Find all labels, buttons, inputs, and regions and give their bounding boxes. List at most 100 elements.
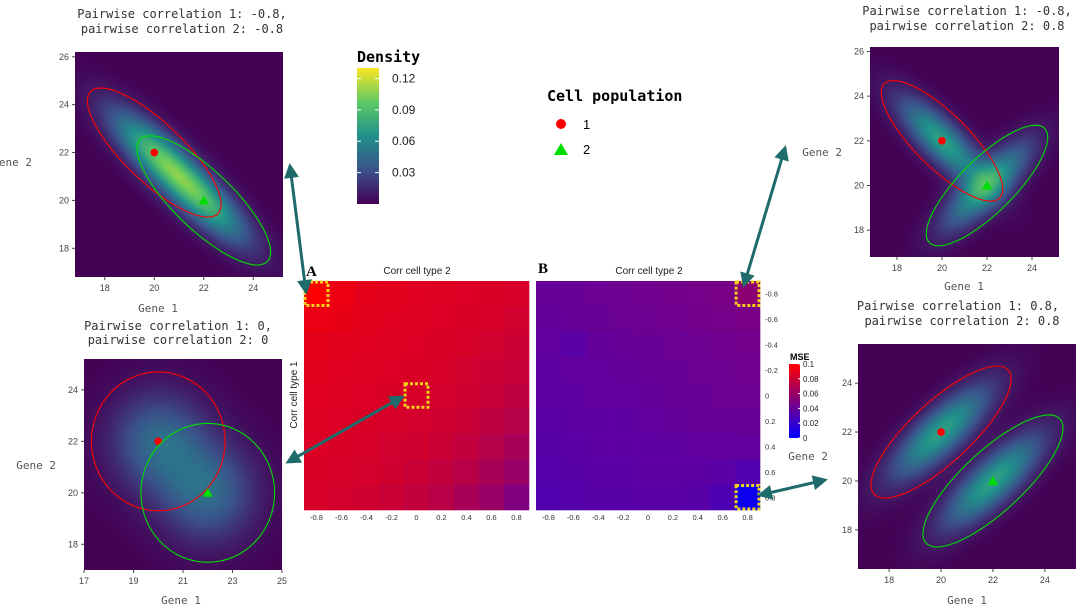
panel-title-line-2: pairwise correlation 2: 0: [88, 333, 269, 347]
heatmap-cell: [735, 331, 761, 358]
population-2-mean-point: [198, 195, 209, 205]
y-tick-label: 18: [68, 539, 78, 549]
y-tick-label: 0: [765, 392, 769, 401]
heatmap-cell: [735, 408, 761, 434]
heatmap-cell: [504, 357, 530, 384]
heatmap-cell: [454, 459, 480, 485]
density-legend-title: Density: [357, 48, 420, 66]
y-tick-label: 22: [854, 136, 864, 146]
heatmap-cell: [354, 281, 380, 307]
heatmap-a-x-ticks: -0.8 -0.6 -0.4 -0.2 0 0.2 0.4 0.6 0.8: [310, 513, 522, 522]
mse-tick-label: 0.1: [803, 360, 815, 369]
heatmap-cell: [560, 331, 587, 358]
heatmap-cell: [610, 382, 636, 409]
x-tick-label: 21: [178, 576, 188, 586]
panel-title-line-2: pairwise correlation 2: 0.8: [864, 314, 1059, 328]
heatmap-cell: [379, 408, 405, 434]
connector-arrows: [284, 145, 828, 500]
mse-legend-ticks: 0.1 0.08 0.06 0.04 0.02 0: [798, 360, 819, 443]
x-tick-label: 22: [199, 283, 209, 293]
heatmap-cell: [610, 459, 636, 485]
y-tick-label: 0.6: [765, 468, 775, 477]
heatmap-cell: [710, 357, 736, 384]
density-tick-label: 0.09: [392, 103, 416, 117]
heatmap-cell: [404, 484, 430, 511]
population-1-ellipse: [870, 365, 1012, 499]
x-tick-label: 0.8: [511, 513, 521, 522]
heatmap-cell: [354, 331, 380, 358]
population-legend-title: Cell population: [547, 87, 682, 105]
ellipses: [870, 365, 1064, 548]
heatmap-cell: [379, 306, 405, 333]
heatmap-cell: [660, 459, 686, 485]
density-panel-bottom-left: Pairwise correlation 1: 0, pairwise corr…: [16, 319, 287, 606]
heatmap-cell: [585, 306, 611, 333]
population-1-mean-point: [938, 137, 946, 145]
x-tick-label: 0.8: [742, 513, 752, 522]
y-tick-label: 20: [842, 476, 852, 486]
density-tick-label: 0.03: [392, 166, 416, 180]
ellipses: [86, 87, 272, 266]
heatmap-cell: [429, 484, 455, 511]
heatmap-cell: [504, 484, 530, 511]
population-2-mean-point: [982, 180, 992, 190]
x-axis-ticks: 18 20 22 24: [100, 277, 258, 293]
x-tick-label: -0.4: [360, 513, 373, 522]
y-axis-label: Gene 2: [16, 459, 56, 472]
y-tick-label: 20: [59, 195, 69, 205]
heatmap-cell: [536, 331, 562, 358]
heatmap-a-cells: [304, 281, 530, 511]
heatmap-cell: [329, 306, 355, 333]
x-tick-label: -0.2: [617, 513, 630, 522]
mse-tick-label: 0: [803, 434, 808, 443]
panel-label-a: A: [306, 264, 317, 280]
mse-colorbar: [789, 364, 800, 438]
ellipses: [880, 79, 1049, 247]
heatmap-cell: [635, 357, 661, 384]
heatmap-cell: [660, 281, 686, 307]
y-tick-label: 0.4: [765, 442, 775, 451]
heatmap-cell: [536, 306, 562, 333]
heatmap-cell: [329, 357, 355, 384]
population-2-ellipse: [922, 414, 1064, 548]
y-tick-label: 26: [854, 46, 864, 56]
population-2-ellipse: [140, 422, 276, 563]
population-1-marker: [556, 119, 566, 129]
heatmap-cell: [710, 382, 736, 409]
heatmap-cell: [454, 484, 480, 511]
heatmap-cell: [685, 382, 711, 409]
y-axis-ticks: 18 20 22 24: [842, 378, 858, 535]
y-tick-label: 20: [68, 488, 78, 498]
heatmap-cell: [429, 382, 455, 409]
heatmap-cell: [560, 408, 587, 434]
heatmap-cell: [454, 382, 480, 409]
heatmap-cell: [404, 331, 430, 358]
heatmap-cell: [735, 433, 761, 460]
heatmap-cell: [536, 459, 562, 485]
y-tick-label: 22: [59, 148, 69, 158]
mse-legend-title: MSE: [790, 352, 810, 362]
heatmap-cell: [635, 459, 661, 485]
y-tick-label: 22: [842, 427, 852, 437]
ellipses: [90, 371, 276, 563]
heatmap-cell: [504, 408, 530, 434]
highlight-cell: [734, 484, 761, 511]
x-tick-label: 19: [128, 576, 138, 586]
heatmap-cell: [685, 459, 711, 485]
heatmap-cell: [354, 433, 380, 460]
heatmap-cell: [735, 459, 761, 485]
heatmap-b-x-ticks: -0.8 -0.6 -0.4 -0.2 0 0.2 0.4 0.6 0.8: [542, 513, 753, 522]
heatmap-cell: [479, 459, 505, 485]
y-tick-label: 24: [854, 91, 864, 101]
heatmap-cell: [429, 433, 455, 460]
heatmap-cell: [585, 357, 611, 384]
heatmap-cell: [329, 484, 355, 511]
density-panel-bottom-right: Pairwise correlation 1: 0.8, pairwise co…: [788, 299, 1076, 606]
arrow-bottom-right: [757, 475, 828, 500]
arrow-top-left: [284, 163, 312, 295]
heatmap-cell: [454, 331, 480, 358]
heatmap-cell: [635, 331, 661, 358]
heatmap-cell: [479, 408, 505, 434]
density-panel-top-right: Pairwise correlation 1: -0.8, pairwise c…: [802, 4, 1072, 293]
y-tick-label: -0.4: [765, 341, 778, 350]
